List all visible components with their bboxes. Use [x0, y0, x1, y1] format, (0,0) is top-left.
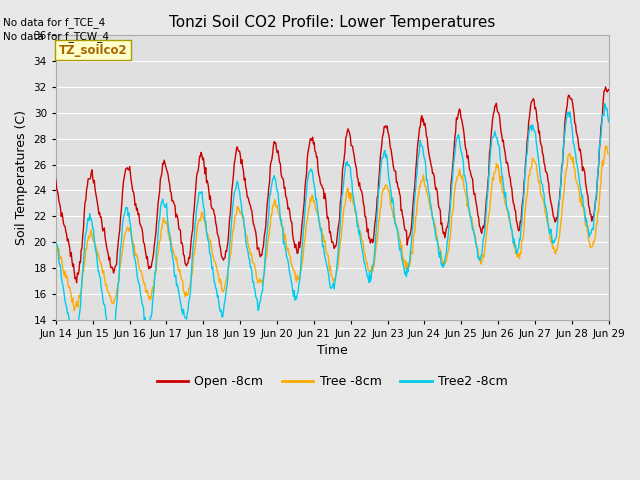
Text: No data for f_TCE_4: No data for f_TCE_4: [3, 17, 106, 28]
Y-axis label: Soil Temperatures (C): Soil Temperatures (C): [15, 110, 28, 245]
Text: TZ_soilco2: TZ_soilco2: [59, 44, 127, 57]
Legend: Open -8cm, Tree -8cm, Tree2 -8cm: Open -8cm, Tree -8cm, Tree2 -8cm: [152, 370, 513, 393]
Text: No data for f_TCW_4: No data for f_TCW_4: [3, 31, 109, 42]
Title: Tonzi Soil CO2 Profile: Lower Temperatures: Tonzi Soil CO2 Profile: Lower Temperatur…: [169, 15, 495, 30]
X-axis label: Time: Time: [317, 344, 348, 357]
